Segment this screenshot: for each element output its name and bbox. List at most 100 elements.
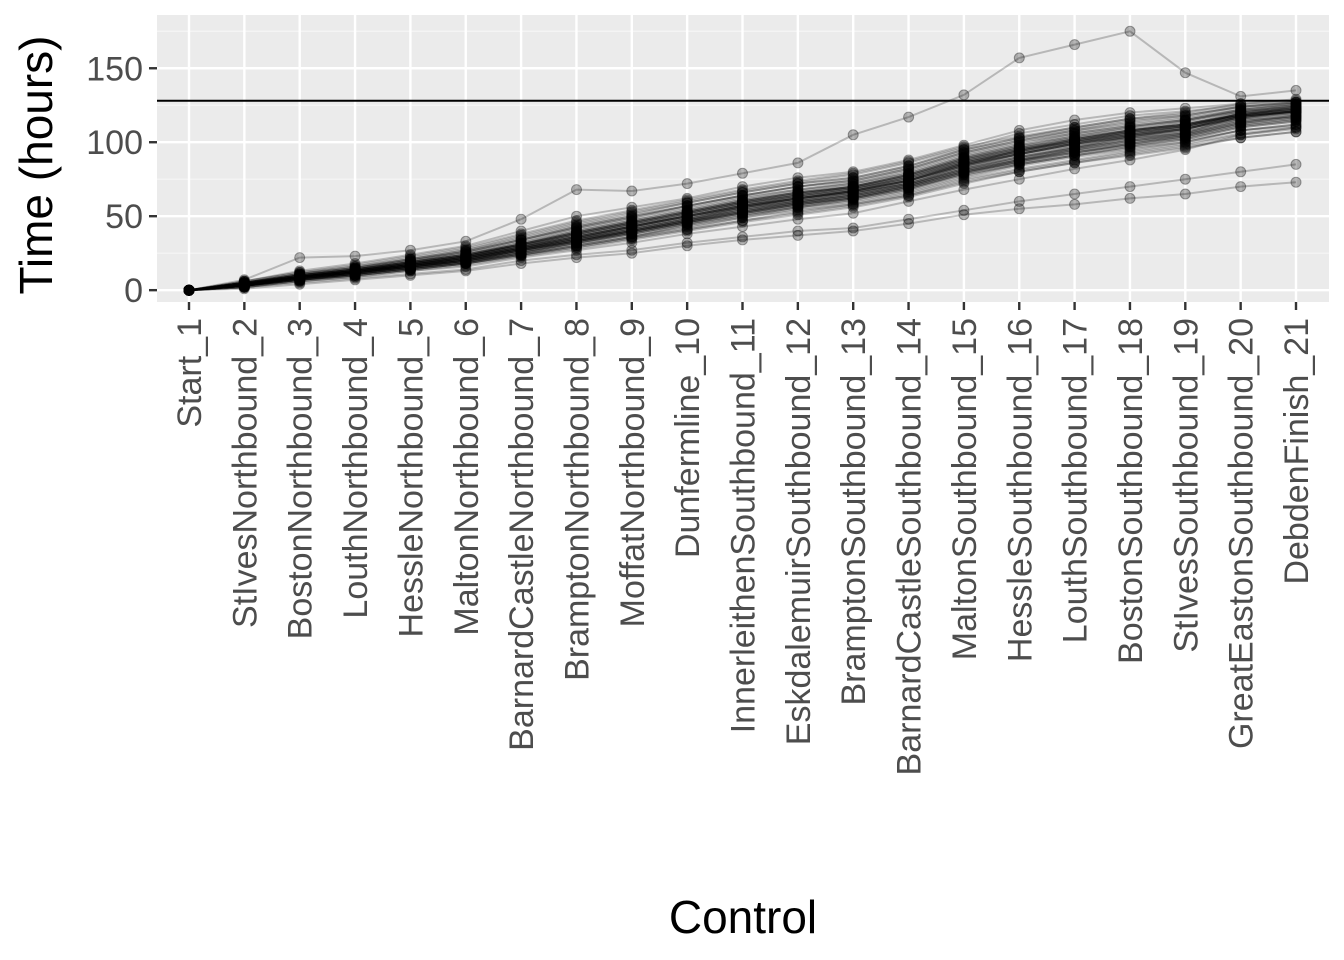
data-point xyxy=(737,203,748,215)
data-point xyxy=(1013,153,1025,164)
data-point xyxy=(737,231,748,243)
data-point xyxy=(349,264,361,275)
data-point xyxy=(847,167,859,179)
x-tick-label: HessleNorthbound_5 xyxy=(392,318,430,637)
data-point xyxy=(681,213,693,225)
data-point xyxy=(571,215,582,227)
data-point xyxy=(1069,135,1081,147)
data-point xyxy=(626,225,638,237)
data-point xyxy=(349,268,361,280)
data-point xyxy=(681,209,693,221)
data-point xyxy=(460,258,472,269)
data-point xyxy=(847,187,859,198)
data-point xyxy=(1069,150,1081,161)
data-point xyxy=(1069,142,1081,154)
data-point xyxy=(1179,119,1191,130)
data-point xyxy=(792,178,804,190)
series-line xyxy=(188,127,1297,292)
data-point xyxy=(792,229,804,241)
data-point xyxy=(294,271,306,283)
data-point xyxy=(460,249,472,261)
data-point xyxy=(1013,203,1025,215)
data-point xyxy=(571,232,582,244)
data-point xyxy=(1235,110,1247,122)
data-point xyxy=(681,213,693,225)
data-point xyxy=(681,210,693,222)
data-point xyxy=(903,181,915,193)
data-point xyxy=(1069,114,1081,126)
data-point xyxy=(571,232,582,244)
data-point xyxy=(681,197,693,209)
data-point xyxy=(847,172,859,184)
data-point xyxy=(1290,176,1302,188)
data-point xyxy=(958,139,970,151)
data-point xyxy=(349,266,361,278)
data-point xyxy=(958,163,970,175)
data-point xyxy=(183,284,195,296)
data-point xyxy=(1235,111,1247,123)
data-point xyxy=(681,206,693,218)
data-point xyxy=(294,272,306,284)
data-point xyxy=(626,225,638,237)
data-point xyxy=(183,284,195,296)
axes: 0 50 100 150 Start_1 StIvesNorthbound_2 Boston… xyxy=(86,50,1316,775)
data-point xyxy=(903,172,915,184)
data-point xyxy=(1069,132,1081,144)
data-point xyxy=(238,281,250,293)
data-point xyxy=(903,191,915,203)
data-point xyxy=(847,194,859,206)
data-point xyxy=(404,265,416,277)
data-point xyxy=(1124,133,1136,145)
data-point xyxy=(737,216,748,228)
data-point xyxy=(1179,127,1191,139)
data-point xyxy=(238,280,250,292)
data-point xyxy=(681,216,693,228)
data-point xyxy=(1290,107,1302,119)
data-point xyxy=(404,259,416,271)
data-point xyxy=(1124,117,1136,129)
data-point xyxy=(1124,136,1136,148)
data-point xyxy=(1069,142,1081,154)
series-line xyxy=(188,117,1297,292)
data-point xyxy=(958,158,970,170)
data-point xyxy=(1069,136,1081,148)
data-point xyxy=(847,191,859,203)
data-point xyxy=(792,200,804,212)
data-point xyxy=(404,255,416,267)
data-point xyxy=(681,222,693,234)
data-point xyxy=(294,278,306,290)
data-point xyxy=(1179,121,1191,133)
data-point xyxy=(626,228,638,240)
data-point xyxy=(1290,105,1302,117)
data-point xyxy=(183,284,195,296)
data-point xyxy=(1290,104,1302,116)
data-point xyxy=(460,252,472,264)
data-point xyxy=(1069,124,1081,136)
data-point xyxy=(571,252,582,264)
data-point xyxy=(404,258,416,269)
x-tick-label: HessleSouthbound_16 xyxy=(1001,318,1039,662)
data-point xyxy=(1069,138,1081,150)
series-line xyxy=(188,108,1297,292)
data-point xyxy=(903,172,915,184)
y-axis-title: Time (hours) xyxy=(10,36,62,295)
data-point xyxy=(626,218,638,230)
data-point xyxy=(626,247,638,259)
data-point xyxy=(1235,111,1247,123)
data-point xyxy=(571,234,582,246)
data-point xyxy=(404,244,416,256)
data-point xyxy=(681,207,693,219)
data-point xyxy=(404,261,416,272)
data-point xyxy=(737,215,748,227)
data-point xyxy=(792,187,804,198)
data-point xyxy=(1124,25,1136,37)
data-point xyxy=(903,190,915,201)
data-point xyxy=(792,194,804,206)
data-point xyxy=(1069,39,1081,51)
data-point xyxy=(183,284,195,296)
data-point xyxy=(571,219,582,231)
data-point xyxy=(1179,136,1191,148)
data-point xyxy=(958,157,970,169)
data-point xyxy=(238,278,250,290)
data-point xyxy=(1235,119,1247,130)
